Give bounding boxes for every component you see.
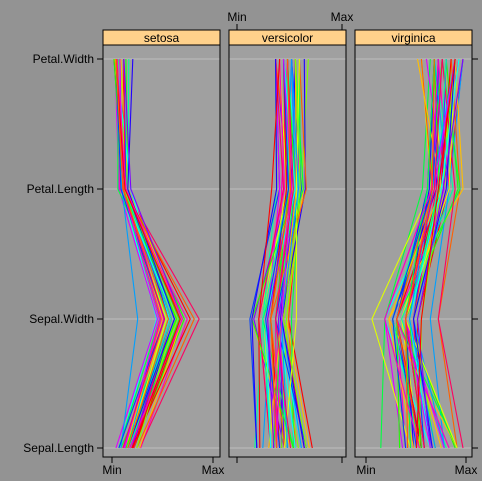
top-axis-max-label: Max [331,10,354,24]
bottom-axis-max-label: Max [455,463,478,477]
top-axis-min-label: Min [227,10,246,24]
panel-virginica: virginica [354,29,473,458]
axes-layer: Min Max Min Max Min Max Sepal.Length Sepa… [23,10,478,477]
data-line [127,58,175,449]
data-line [405,58,458,449]
y-tick-label: Sepal.Length [23,441,94,455]
panel-versicolor: versicolor [228,29,347,458]
data-line [384,58,439,449]
data-line [405,58,435,449]
y-tick-label: Sepal.Width [29,312,94,326]
data-line [388,58,442,449]
y-tick-label: Petal.Width [33,52,94,66]
bottom-axis-max-label: Max [202,463,225,477]
data-line [270,58,292,449]
strip-background [228,29,347,46]
panels-layer: setosa versicolor virginica [102,29,473,458]
strip-label: virginica [391,31,435,45]
bottom-axis-min-label: Min [102,463,121,477]
data-line [405,58,435,449]
data-line [437,58,464,449]
data-line [437,58,461,449]
strip-background [102,29,221,46]
data-line [281,58,306,449]
strip-background [354,29,473,46]
data-line [265,58,290,449]
bottom-axis-min-label: Min [356,463,375,477]
data-line [275,58,294,449]
data-line [115,58,181,449]
data-line [258,58,285,449]
strip-label: versicolor [262,31,313,45]
data-line [114,58,159,449]
data-line [276,58,293,449]
data-line [268,58,297,449]
data-line [115,58,169,449]
panel-setosa: setosa [102,29,221,458]
data-line [258,58,281,449]
data-line [281,58,299,449]
strip-label: setosa [144,31,180,45]
y-tick-label: Petal.Length [27,182,94,196]
data-line [415,58,456,449]
data-line [405,58,443,449]
data-line [282,58,307,449]
